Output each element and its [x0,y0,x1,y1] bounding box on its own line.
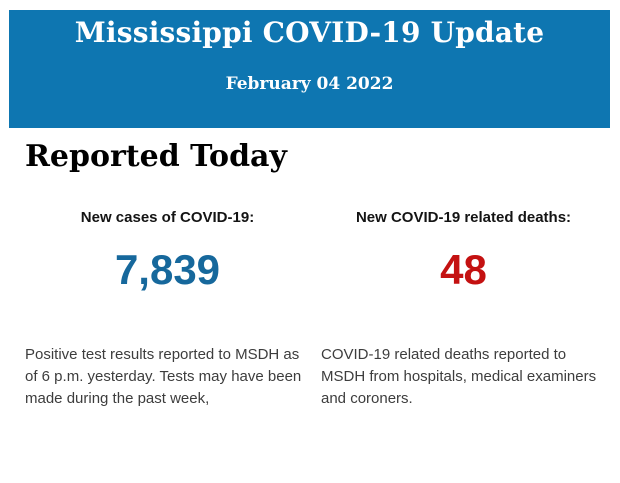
stat-value-new-cases: 7,839 [114,246,221,293]
stat-label-deaths: New COVID-19 related deaths: [355,209,572,226]
stat-description-new-cases: Positive test results reported to MSDH a… [25,346,302,407]
stats-grid: New cases of COVID-19: 7,839 Positive te… [25,207,606,410]
stat-value-deaths: 48 [440,246,487,293]
header-banner: Mississippi COVID-19 Update February 04 … [9,10,610,128]
stat-label-new-cases: New cases of COVID-19: [80,209,255,226]
stat-card-deaths: New COVID-19 related deaths: 48 COVID-19… [321,207,606,410]
page-title: Mississippi COVID-19 Update [74,16,545,49]
header-date: February 04 2022 [225,74,394,94]
stat-description-deaths: COVID-19 related deaths reported to MSDH… [321,346,597,407]
stat-card-new-cases: New cases of COVID-19: 7,839 Positive te… [25,207,310,410]
section-title: Reported Today [25,139,287,174]
